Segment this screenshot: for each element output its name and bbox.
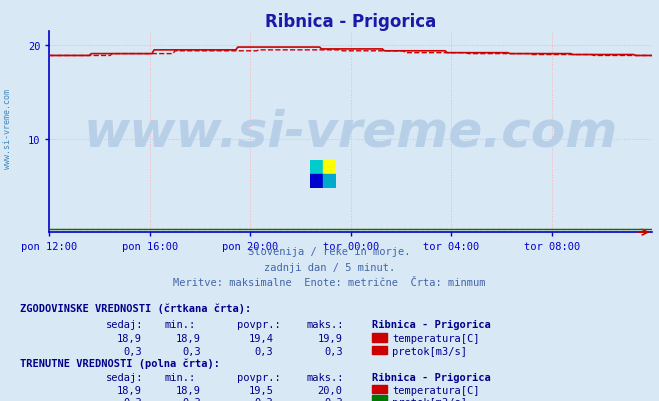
Text: 19,4: 19,4 (248, 334, 273, 344)
Bar (323, 174, 336, 188)
Text: 0,3: 0,3 (324, 346, 343, 356)
Text: min.:: min.: (165, 319, 196, 329)
Text: 0,3: 0,3 (255, 397, 273, 401)
Text: 0,3: 0,3 (183, 346, 201, 356)
Text: pretok[m3/s]: pretok[m3/s] (392, 346, 467, 356)
Text: 0,3: 0,3 (324, 397, 343, 401)
Text: min.:: min.: (165, 372, 196, 382)
Text: TRENUTNE VREDNOSTI (polna črta):: TRENUTNE VREDNOSTI (polna črta): (20, 358, 219, 368)
Text: 18,9: 18,9 (176, 334, 201, 344)
Text: sedaj:: sedaj: (105, 372, 143, 382)
Text: Meritve: maksimalne  Enote: metrične  Črta: minmum: Meritve: maksimalne Enote: metrične Črta… (173, 277, 486, 287)
Text: ZGODOVINSKE VREDNOSTI (črtkana črta):: ZGODOVINSKE VREDNOSTI (črtkana črta): (20, 303, 251, 313)
Text: 0,3: 0,3 (123, 397, 142, 401)
Text: www.si-vreme.com: www.si-vreme.com (84, 108, 618, 156)
Text: pretok[m3/s]: pretok[m3/s] (392, 397, 467, 401)
Bar (310, 174, 323, 188)
Text: 0,3: 0,3 (123, 346, 142, 356)
Text: 0,3: 0,3 (183, 397, 201, 401)
Bar (310, 160, 323, 174)
Text: 0,3: 0,3 (255, 346, 273, 356)
Text: Slovenija / reke in morje.: Slovenija / reke in morje. (248, 247, 411, 257)
Bar (323, 160, 336, 174)
Text: 19,5: 19,5 (248, 385, 273, 395)
Title: Ribnica - Prigorica: Ribnica - Prigorica (266, 12, 436, 30)
Text: 18,9: 18,9 (117, 385, 142, 395)
Text: povpr.:: povpr.: (237, 319, 281, 329)
Text: maks.:: maks.: (306, 319, 344, 329)
Text: 20,0: 20,0 (318, 385, 343, 395)
Text: Ribnica - Prigorica: Ribnica - Prigorica (372, 319, 491, 329)
Text: Ribnica - Prigorica: Ribnica - Prigorica (372, 372, 491, 382)
Text: zadnji dan / 5 minut.: zadnji dan / 5 minut. (264, 262, 395, 272)
Text: www.si-vreme.com: www.si-vreme.com (3, 88, 13, 168)
Text: povpr.:: povpr.: (237, 372, 281, 382)
Text: 19,9: 19,9 (318, 334, 343, 344)
Text: maks.:: maks.: (306, 372, 344, 382)
Text: 18,9: 18,9 (176, 385, 201, 395)
Text: 18,9: 18,9 (117, 334, 142, 344)
Text: temperatura[C]: temperatura[C] (392, 385, 480, 395)
Text: sedaj:: sedaj: (105, 319, 143, 329)
Text: temperatura[C]: temperatura[C] (392, 334, 480, 344)
